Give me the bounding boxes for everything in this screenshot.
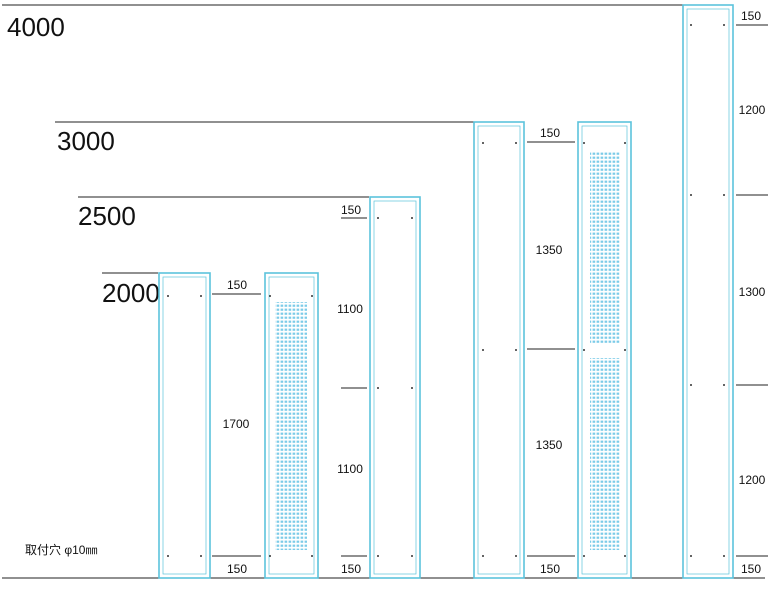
mounting-hole [723, 384, 725, 386]
dim-4000-middle: 1300 [739, 285, 766, 299]
mounting-hole [690, 555, 692, 557]
mounting-hole [723, 555, 725, 557]
dim-2000-mid: 1700 [223, 417, 250, 431]
mounting-hole [200, 295, 202, 297]
level-2000-label: 2000 [102, 278, 160, 308]
dim-3000 [527, 141, 575, 557]
dim-2500-bottom: 150 [341, 562, 361, 576]
mounting-hole [200, 555, 202, 557]
mounting-hole-note: 取付穴 φ10㎜ [25, 542, 97, 557]
mounting-hole [411, 387, 413, 389]
dim-4000-top: 150 [741, 9, 761, 23]
panel-2000-plain [158, 272, 211, 579]
mounting-hole [690, 384, 692, 386]
mounting-hole [583, 349, 585, 351]
dim-2500-upper: 1100 [337, 302, 363, 316]
mounting-hole [515, 142, 517, 144]
dim-2000-bottom: 150 [227, 562, 247, 576]
dim-2500-top: 150 [341, 203, 361, 217]
mounting-hole [167, 555, 169, 557]
mounting-hole [411, 555, 413, 557]
dim-2000-top: 150 [227, 278, 247, 292]
mounting-hole [515, 349, 517, 351]
panel-2500-plain [369, 196, 421, 579]
dim-3000-top: 150 [540, 126, 560, 140]
mounting-hole [515, 555, 517, 557]
mounting-hole [723, 24, 725, 26]
mounting-hole [311, 295, 313, 297]
dim-4000-bottom: 150 [741, 562, 761, 576]
mounting-hole [482, 142, 484, 144]
panel-4000-plain [682, 4, 734, 579]
dim-2500-lower: 1100 [337, 462, 363, 476]
mounting-hole [377, 387, 379, 389]
dim-3000-lower: 1350 [536, 438, 563, 452]
dim-4000-lower: 1200 [739, 473, 766, 487]
mounting-hole [377, 555, 379, 557]
perforation-area-lower [590, 358, 620, 550]
mounting-hole [690, 194, 692, 196]
mounting-hole [482, 349, 484, 351]
mounting-hole [624, 555, 626, 557]
mounting-hole [411, 217, 413, 219]
dim-2000 [212, 293, 261, 557]
mounting-hole [583, 555, 585, 557]
mounting-hole [690, 24, 692, 26]
panel-3000-plain [473, 121, 525, 579]
mounting-hole [624, 142, 626, 144]
mounting-hole [723, 194, 725, 196]
mounting-hole [311, 555, 313, 557]
perforation-area-upper [590, 151, 620, 343]
panel-3000-perforated [577, 121, 632, 579]
dim-2500 [341, 217, 367, 557]
mounting-hole [269, 555, 271, 557]
dim-4000 [736, 24, 768, 557]
dim-3000-bottom: 150 [540, 562, 560, 576]
panel-2000-perforated [264, 272, 319, 579]
mounting-hole [583, 142, 585, 144]
mounting-hole [624, 349, 626, 351]
mounting-hole [167, 295, 169, 297]
mounting-hole [482, 555, 484, 557]
mounting-hole [377, 217, 379, 219]
dim-3000-upper: 1350 [536, 243, 563, 257]
mounting-hole [269, 295, 271, 297]
level-3000-label: 3000 [57, 126, 115, 156]
perforation-area [275, 302, 307, 550]
level-2500-label: 2500 [78, 201, 136, 231]
dim-4000-upper: 1200 [739, 103, 766, 117]
level-4000-label: 4000 [7, 12, 65, 42]
